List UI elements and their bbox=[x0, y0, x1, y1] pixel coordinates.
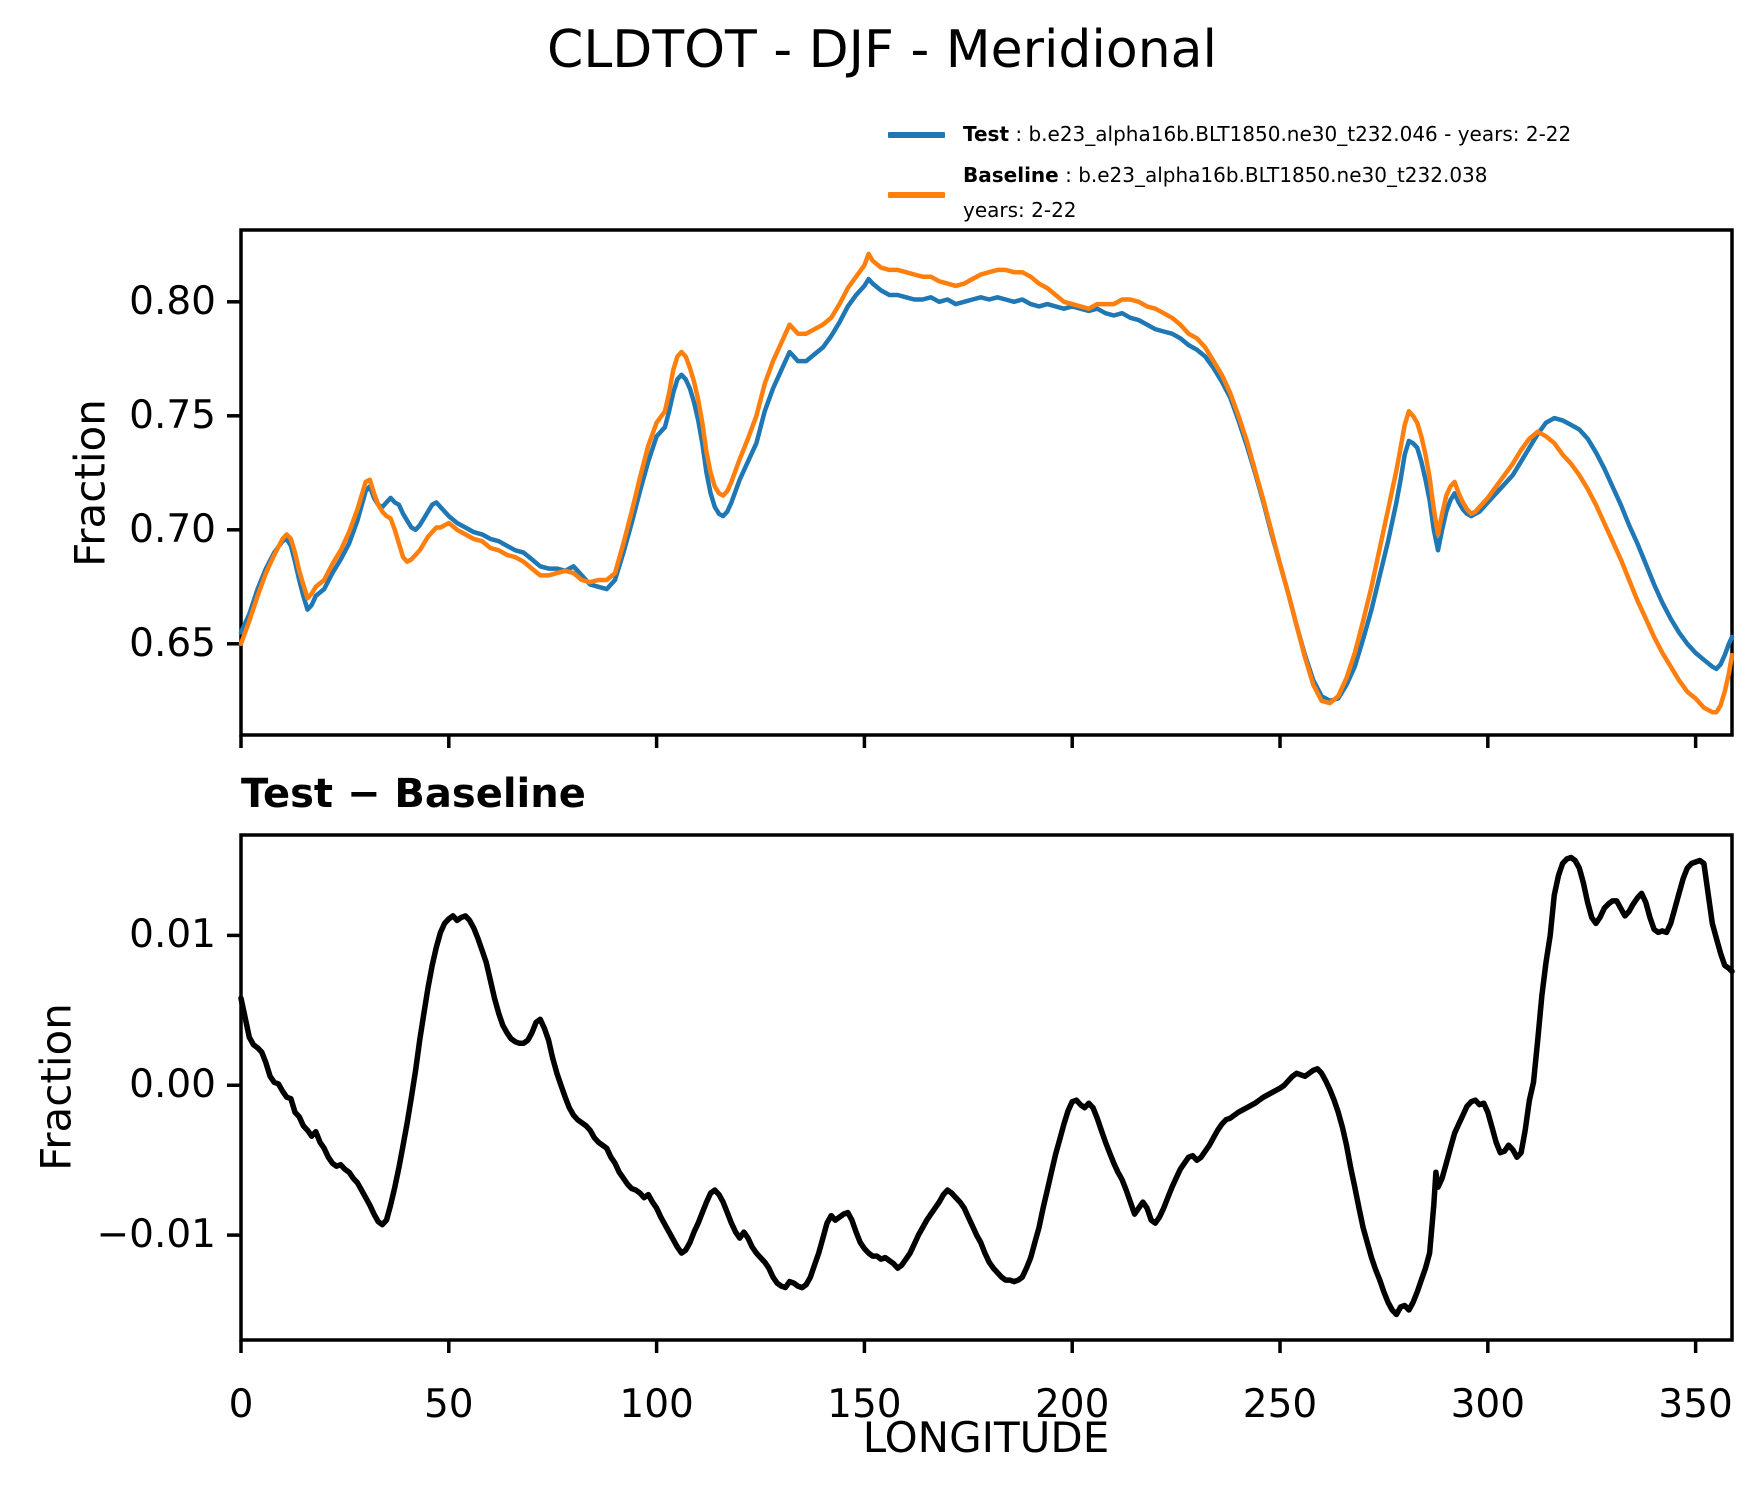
y-tick-label: 0.00 bbox=[129, 1062, 216, 1108]
legend-baseline-entry: Baseline : b.e23_alpha16b.BLT1850.ne30_t… bbox=[963, 161, 1488, 189]
x-tick-label: 100 bbox=[619, 1382, 694, 1427]
legend-baseline-years: years: 2-22 bbox=[963, 198, 1077, 222]
y-tick-label: 0.75 bbox=[129, 392, 216, 438]
baseline-line bbox=[238, 251, 1735, 715]
x-tick-label: 350 bbox=[1658, 1382, 1733, 1427]
x-tick-label: 250 bbox=[1242, 1382, 1318, 1427]
y-tick-label: 0.01 bbox=[129, 912, 216, 958]
legend-baseline-desc: : b.e23_alpha16b.BLT1850.ne30_t232.038 bbox=[1058, 163, 1488, 187]
diff-panel-title: Test − Baseline bbox=[241, 771, 586, 817]
x-tick-label: 200 bbox=[1034, 1382, 1110, 1427]
y-tick-label: 0.65 bbox=[129, 620, 216, 666]
diff-line bbox=[238, 854, 1735, 1318]
y-tick-label: −0.01 bbox=[96, 1212, 216, 1258]
x-tick-label: 0 bbox=[228, 1382, 254, 1427]
chart-title: CLDTOT - DJF - Meridional bbox=[547, 20, 1217, 80]
y-tick-label: 0.70 bbox=[129, 506, 216, 552]
legend-baseline-swatch bbox=[888, 192, 945, 198]
panel-spine bbox=[239, 833, 1734, 1342]
legend-test-entry: Test : b.e23_alpha16b.BLT1850.ne30_t232.… bbox=[963, 120, 1571, 148]
legend-test-desc: : b.e23_alpha16b.BLT1850.ne30_t232.046 -… bbox=[1009, 122, 1572, 146]
x-tick-label: 50 bbox=[423, 1382, 474, 1427]
y-tick-label: 0.80 bbox=[129, 278, 216, 324]
x-axis-label: LONGITUDE bbox=[862, 1413, 1110, 1462]
test-line bbox=[238, 276, 1735, 704]
legend-test-label: Test bbox=[963, 122, 1010, 146]
x-tick-label: 150 bbox=[827, 1382, 902, 1427]
panel-spine bbox=[239, 228, 1734, 737]
x-tick-label: 300 bbox=[1450, 1382, 1526, 1427]
legend-test-swatch bbox=[888, 132, 945, 138]
legend-baseline-label: Baseline bbox=[963, 163, 1059, 187]
